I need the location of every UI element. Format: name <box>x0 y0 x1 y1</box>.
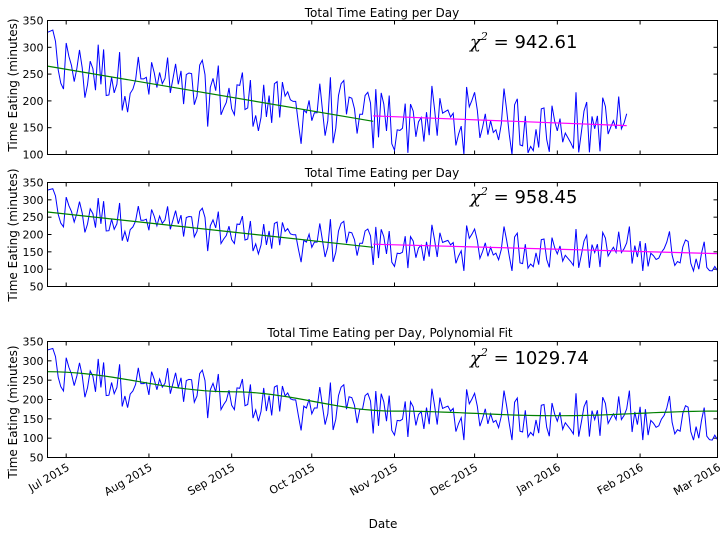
x-tick-label: Feb 2016 <box>595 461 646 498</box>
x-tick-label: Jan 2016 <box>514 461 563 497</box>
y-tick-label: 100 <box>23 149 44 162</box>
plot-frame <box>47 341 718 458</box>
y-axis-label: Time Eating (minutes) <box>6 345 20 479</box>
y-tick-label: 50 <box>30 281 44 294</box>
linear-fit-line <box>47 65 374 122</box>
x-ticks <box>65 341 718 458</box>
y-tick-label: 300 <box>23 194 44 207</box>
chi-square-value: 942.61 <box>514 32 577 53</box>
x-tick-label: Jul 2015 <box>26 461 72 495</box>
chart-panel-2: Total Time Eating per Day Time Eating (m… <box>6 166 718 303</box>
x-tick-label: Mar 2016 <box>671 461 723 498</box>
y-tick-label: 300 <box>23 355 44 368</box>
y-tick-label: 250 <box>23 68 44 81</box>
y-tick-label: 50 <box>30 452 44 465</box>
y-axis-label: Time Eating (minutes) <box>6 18 20 152</box>
x-tick-label: Dec 2015 <box>428 461 480 499</box>
linear-fit-line <box>373 115 627 127</box>
chi-square-annotation: χ2 = 958.45 <box>468 185 577 208</box>
series-layer <box>47 347 718 441</box>
y-tick-label: 200 <box>23 95 44 108</box>
daily-series-line <box>47 29 628 155</box>
x-tick-label: Oct 2015 <box>267 461 317 498</box>
x-tick-label: Nov 2015 <box>348 461 400 499</box>
y-tick-label: 250 <box>23 211 44 224</box>
x-tick-label: Sep 2015 <box>185 461 237 498</box>
chi-square-value: 958.45 <box>514 187 577 208</box>
y-axis-label: Time Eating (minutes) <box>6 168 20 302</box>
y-tick-label: 300 <box>23 41 44 54</box>
y-tick-label: 350 <box>23 15 44 28</box>
series-layer <box>47 29 628 155</box>
daily-series-line <box>47 347 718 441</box>
chart-title: Total Time Eating per Day <box>304 166 459 180</box>
chi-square-value: 1029.74 <box>514 348 588 369</box>
y-tick-label: 150 <box>23 246 44 259</box>
y-tick-label: 100 <box>23 432 44 445</box>
chart-title: Total Time Eating per Day <box>304 6 459 20</box>
chi-square-annotation: χ2 = 942.61 <box>468 30 577 53</box>
y-tick-label: 150 <box>23 122 44 135</box>
y-ticks: 50 100 150 200 250 300 350 <box>23 336 718 465</box>
linear-fit-line <box>373 243 718 255</box>
y-tick-label: 350 <box>23 336 44 349</box>
chart-panel-3: Total Time Eating per Day, Polynomial Fi… <box>6 326 718 480</box>
daily-series-line <box>47 188 718 273</box>
y-tick-label: 200 <box>23 394 44 407</box>
y-tick-label: 200 <box>23 229 44 242</box>
y-tick-label: 150 <box>23 413 44 426</box>
plot-frame <box>47 20 718 155</box>
y-tick-label: 250 <box>23 374 44 387</box>
x-tick-label: Aug 2015 <box>102 461 154 499</box>
polynomial-fit-line <box>47 371 718 417</box>
x-ticks <box>65 182 718 287</box>
chart-panel-1: Total Time Eating per Day Time Eating (m… <box>6 6 718 162</box>
series-layer <box>47 188 718 273</box>
y-ticks: 100 150 200 250 300 350 <box>23 15 718 162</box>
linear-fit-line <box>47 211 374 248</box>
x-axis-label: Date <box>369 517 398 531</box>
y-tick-label: 350 <box>23 177 44 190</box>
chart-title: Total Time Eating per Day, Polynomial Fi… <box>266 326 513 340</box>
x-tick-labels: Jul 2015 Aug 2015 Sep 2015 Oct 2015 Nov 2015… <box>26 461 723 499</box>
chi-square-annotation: χ2 = 1029.74 <box>468 346 589 369</box>
plot-frame <box>47 182 718 287</box>
y-ticks: 50 100 150 200 250 300 350 <box>23 177 718 294</box>
x-ticks <box>65 20 718 155</box>
y-tick-label: 100 <box>23 263 44 276</box>
